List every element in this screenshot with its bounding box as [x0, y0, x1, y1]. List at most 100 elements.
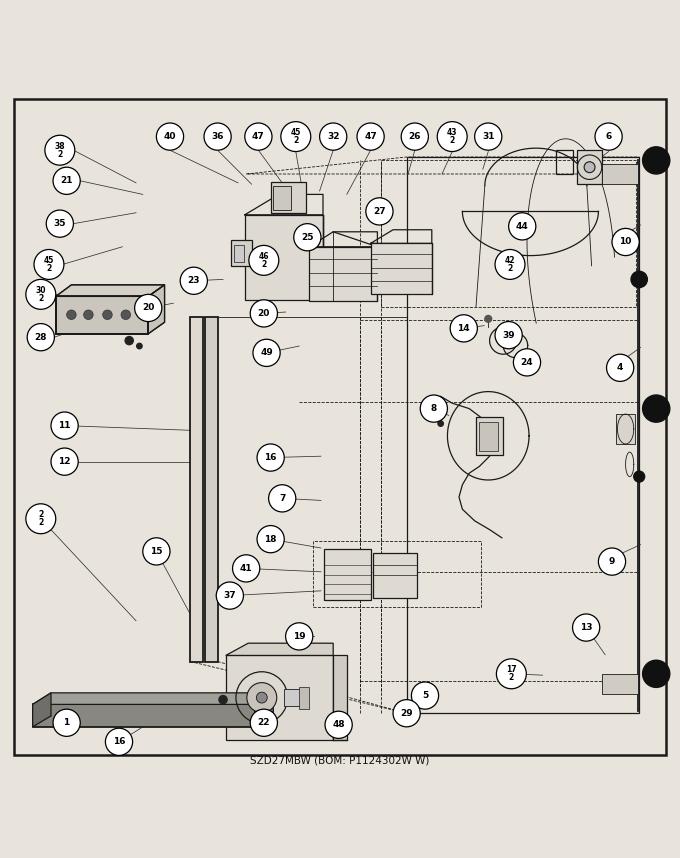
Text: 39: 39 — [503, 330, 515, 340]
Text: 6: 6 — [605, 132, 612, 141]
Bar — [205, 317, 218, 662]
Text: 49: 49 — [260, 348, 273, 357]
Circle shape — [105, 728, 133, 755]
Text: 27: 27 — [373, 207, 386, 216]
Text: 42
2: 42 2 — [505, 256, 515, 273]
Circle shape — [67, 310, 76, 319]
Circle shape — [26, 504, 56, 534]
Bar — [407, 157, 639, 713]
Text: 28: 28 — [35, 333, 47, 341]
Circle shape — [250, 299, 277, 327]
Text: 45
2: 45 2 — [290, 128, 301, 145]
Circle shape — [125, 336, 133, 345]
Text: 19: 19 — [293, 631, 305, 641]
Circle shape — [496, 659, 526, 689]
Text: 18: 18 — [265, 535, 277, 544]
Text: 44: 44 — [516, 222, 528, 231]
Circle shape — [598, 548, 626, 575]
Text: 26: 26 — [409, 132, 421, 141]
Text: 40: 40 — [164, 132, 176, 141]
Circle shape — [51, 448, 78, 475]
Polygon shape — [56, 285, 165, 296]
Circle shape — [475, 123, 502, 150]
Text: 12: 12 — [58, 457, 71, 466]
Circle shape — [436, 404, 445, 414]
Text: 46
2: 46 2 — [258, 252, 269, 269]
Bar — [602, 674, 638, 694]
Bar — [556, 150, 573, 174]
Circle shape — [51, 412, 78, 439]
Circle shape — [607, 354, 634, 382]
Text: 24: 24 — [521, 358, 533, 367]
Text: 45
2: 45 2 — [44, 256, 54, 273]
Circle shape — [219, 696, 227, 704]
Polygon shape — [255, 693, 273, 727]
Polygon shape — [33, 693, 273, 704]
Text: 17
2: 17 2 — [506, 665, 517, 682]
Text: 1: 1 — [63, 718, 70, 728]
Bar — [271, 182, 306, 213]
Text: 47: 47 — [252, 132, 265, 141]
Circle shape — [103, 310, 112, 319]
Text: 10: 10 — [619, 238, 632, 246]
Circle shape — [631, 271, 647, 287]
Circle shape — [495, 250, 525, 280]
Text: 9: 9 — [609, 557, 615, 566]
Bar — [284, 689, 301, 706]
Circle shape — [420, 395, 447, 422]
Circle shape — [34, 250, 64, 280]
Text: 38
2: 38 2 — [54, 142, 65, 159]
Bar — [381, 160, 636, 306]
Text: 16: 16 — [113, 737, 125, 746]
Text: 32: 32 — [327, 132, 339, 141]
Circle shape — [26, 280, 56, 310]
Circle shape — [320, 123, 347, 150]
Bar — [190, 317, 203, 662]
Bar — [577, 150, 602, 184]
Circle shape — [257, 526, 284, 553]
Text: 8: 8 — [430, 404, 437, 413]
Circle shape — [584, 162, 595, 172]
Circle shape — [294, 224, 321, 251]
Text: 23: 23 — [188, 276, 200, 285]
Bar — [299, 687, 309, 710]
Circle shape — [573, 614, 600, 641]
Circle shape — [247, 683, 277, 712]
Text: 5: 5 — [422, 691, 428, 700]
Bar — [371, 244, 432, 294]
Bar — [616, 414, 635, 444]
Bar — [56, 296, 148, 334]
Circle shape — [437, 122, 467, 152]
Circle shape — [250, 710, 277, 736]
Text: 21: 21 — [61, 176, 73, 185]
Circle shape — [137, 343, 142, 348]
Bar — [313, 541, 481, 607]
Bar — [333, 656, 347, 740]
Circle shape — [450, 315, 477, 342]
Circle shape — [135, 294, 162, 322]
Circle shape — [245, 123, 272, 150]
Circle shape — [256, 692, 267, 703]
Circle shape — [269, 485, 296, 512]
Circle shape — [485, 316, 492, 323]
Circle shape — [643, 660, 670, 687]
Circle shape — [121, 310, 131, 319]
Circle shape — [325, 711, 352, 739]
Text: 29: 29 — [401, 709, 413, 718]
Text: 22: 22 — [258, 718, 270, 728]
Circle shape — [634, 471, 645, 482]
Circle shape — [281, 122, 311, 152]
Text: 15: 15 — [150, 547, 163, 556]
Text: 37: 37 — [224, 591, 236, 600]
Circle shape — [286, 623, 313, 650]
Circle shape — [27, 323, 54, 351]
Polygon shape — [226, 644, 333, 656]
Text: 31: 31 — [482, 132, 494, 141]
Text: 48: 48 — [333, 721, 345, 729]
Text: 7: 7 — [279, 494, 286, 503]
Circle shape — [595, 123, 622, 150]
Text: 25: 25 — [301, 233, 313, 242]
Circle shape — [495, 322, 522, 348]
Circle shape — [612, 228, 639, 256]
Text: 13: 13 — [580, 623, 592, 632]
